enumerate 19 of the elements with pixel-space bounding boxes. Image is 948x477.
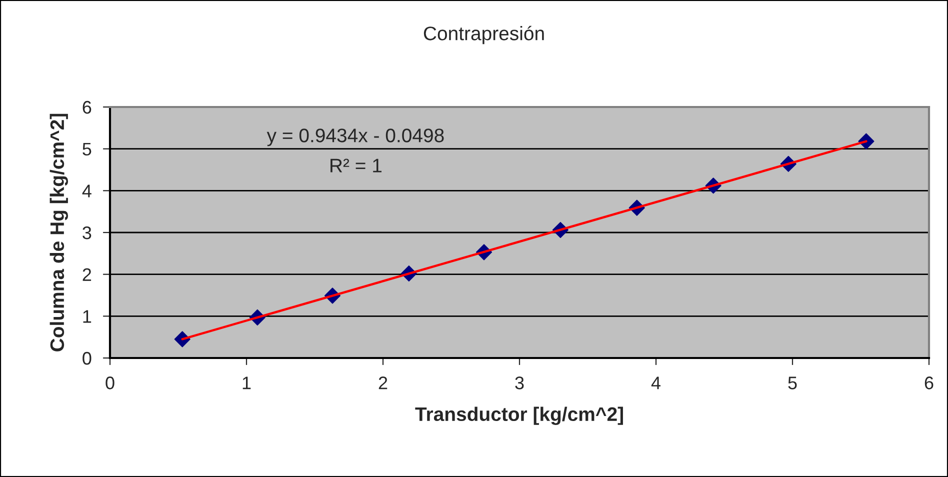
y-tick-label: 5 [82,142,92,156]
x-tick-label: 3 [515,376,524,390]
x-tick-label: 5 [788,376,797,390]
y-tick-label: 3 [82,226,92,240]
y-tick-label: 4 [82,184,92,198]
x-axis-title: Transductor [kg/cm^2] [415,406,623,425]
x-tick-label: 1 [242,376,251,390]
annotation: y = 0.9434x - 0.0498 [266,128,444,146]
y-tick-label: 6 [82,100,92,114]
y-tick-label: 1 [83,310,92,323]
chart-title: Contrapresión [424,26,544,44]
annotation: R² = 1 [330,158,382,172]
x-tick-label: 4 [651,376,660,390]
x-tick-label: 6 [924,376,934,390]
x-tick-label: 0 [106,376,114,390]
y-tick-label: 2 [82,268,92,281]
y-tick-label: 0 [82,352,92,365]
x-tick-label: 2 [378,376,388,390]
y-axis-title: Columna de Hg [kg/cm^2] [50,114,68,352]
